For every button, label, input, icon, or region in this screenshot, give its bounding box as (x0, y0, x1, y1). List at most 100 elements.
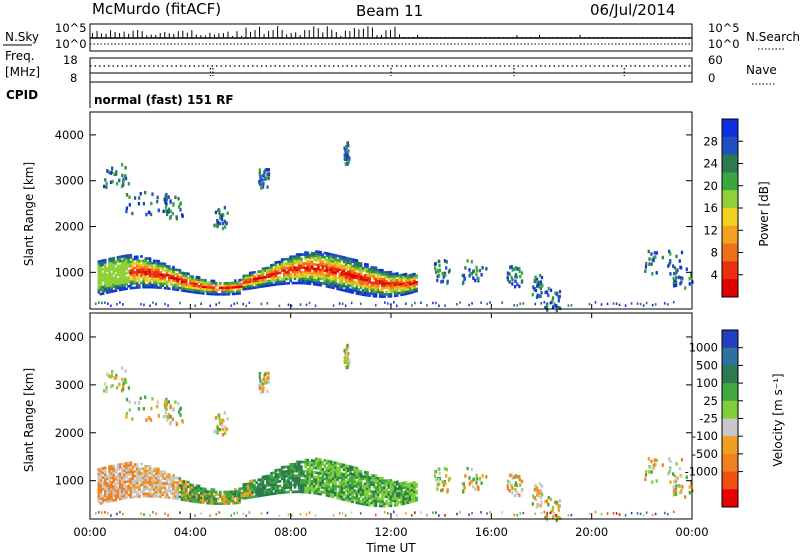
velocity-colorbar-tick: -25 (699, 412, 718, 426)
velocity-cell (165, 402, 169, 407)
power-cell (514, 274, 517, 279)
velocity-cell (101, 467, 105, 470)
power-cell (208, 281, 212, 285)
power-cell (340, 282, 344, 285)
power-cell (383, 282, 386, 285)
power-cell (125, 278, 128, 282)
power-cell (295, 266, 299, 269)
velocity-cell (197, 489, 201, 492)
velocity-cell (329, 488, 333, 491)
power-cell (274, 265, 278, 269)
power-cell (588, 302, 591, 306)
velocity-cell (195, 491, 199, 495)
velocity-cell (366, 501, 369, 504)
power-cell (285, 271, 288, 274)
power-cell (443, 259, 447, 263)
power-cell (332, 286, 335, 290)
power-cell (101, 261, 105, 265)
velocity-cell (522, 511, 525, 515)
velocity-cell (170, 482, 173, 486)
velocity-cell (472, 477, 476, 481)
power-cell (201, 289, 205, 293)
velocity-cell (103, 484, 107, 488)
power-cell (127, 265, 131, 268)
velocity-cell (684, 495, 687, 499)
power-cell (140, 268, 143, 271)
velocity-cell (344, 487, 348, 490)
velocity-cell (127, 489, 131, 492)
power-cell (338, 281, 342, 285)
power-cell (283, 271, 286, 274)
power-cell (327, 274, 331, 278)
velocity-cell (253, 488, 256, 492)
power-cell (509, 265, 512, 270)
velocity-cell (180, 486, 184, 490)
power-cell (327, 256, 331, 260)
power-cell (103, 263, 107, 266)
power-cell (289, 275, 293, 278)
velocity-cell (155, 492, 158, 496)
power-cell (142, 279, 145, 282)
velocity-cell (103, 496, 107, 500)
velocity-cell (308, 468, 312, 471)
power-cell (338, 259, 342, 263)
velocity-cell (357, 485, 361, 489)
power-cell (120, 184, 124, 189)
velocity-cell (413, 494, 416, 498)
velocity-cell (435, 511, 437, 514)
velocity-cell (106, 495, 109, 499)
power-cell (381, 277, 384, 281)
power-cell (546, 308, 549, 312)
velocity-cell (133, 486, 137, 489)
power-cell (381, 271, 384, 274)
power-cell (406, 281, 410, 284)
velocity-cell (180, 489, 184, 492)
power-cell (180, 282, 184, 286)
velocity-cell (291, 462, 295, 466)
power-cell (535, 280, 539, 284)
power-cell (338, 302, 341, 305)
power-cell (346, 270, 350, 274)
velocity-cell (165, 479, 169, 483)
power-cell (263, 174, 266, 178)
power-cell (297, 270, 301, 274)
power-cell (346, 274, 350, 278)
velocity-cell (478, 477, 482, 481)
power-cell (314, 263, 318, 267)
velocity-cell (218, 427, 222, 432)
power-cell (385, 271, 389, 274)
velocity-cell (426, 513, 428, 517)
power-cell (206, 281, 209, 285)
velocity-cell (204, 499, 207, 502)
velocity-cell (300, 485, 303, 489)
power-cell (259, 272, 263, 275)
power-cell (253, 279, 256, 283)
velocity-cell (161, 486, 165, 490)
power-cell (274, 261, 278, 264)
power-cell (293, 268, 297, 272)
velocity-cell (406, 489, 410, 493)
power-cell (125, 258, 128, 262)
velocity-cell (148, 471, 152, 475)
power-cell (142, 283, 145, 287)
velocity-cell (516, 513, 519, 517)
power-cell (182, 274, 186, 277)
power-cell (355, 292, 359, 295)
power-cell (106, 169, 109, 173)
power-cell (353, 258, 357, 262)
power-cell (287, 262, 290, 265)
power-cell (270, 266, 273, 269)
power-cell (381, 268, 384, 272)
velocity-cell (400, 491, 403, 495)
power-cell (310, 256, 314, 259)
power-cell (400, 273, 403, 277)
power-cell (344, 261, 348, 264)
velocity-cell (165, 482, 169, 485)
power-cell (485, 267, 488, 271)
power-cell (280, 258, 284, 261)
velocity-cell (212, 497, 216, 501)
power-cell (366, 267, 369, 271)
power-cell (334, 262, 337, 266)
power-cell (361, 291, 365, 294)
velocity-cell (361, 491, 365, 494)
